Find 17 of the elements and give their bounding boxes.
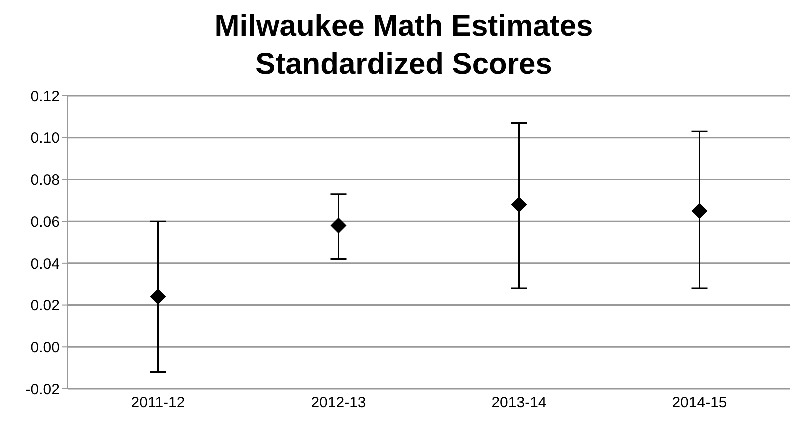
x-tick-label: 2014-15 — [672, 394, 728, 412]
x-tick-label: 2012-13 — [311, 394, 366, 412]
y-tick-label: 0.08 — [30, 172, 60, 190]
chart-title: Milwaukee Math Estimates Standardized Scores — [214, 9, 594, 83]
point — [692, 203, 708, 220]
point — [330, 218, 347, 234]
y-tick-label: 0.06 — [30, 214, 60, 231]
x-tick-label: 2011-12 — [131, 394, 186, 412]
y-tick-label: 0.00 — [30, 339, 60, 356]
y-tick-label: 0.10 — [30, 130, 60, 148]
point — [511, 196, 528, 213]
x-tick-label: 2013-14 — [492, 394, 547, 412]
y-tick-label: 0.12 — [30, 88, 60, 106]
y-tick-label: 0.02 — [30, 298, 60, 315]
y-tick-label: 0.04 — [30, 256, 60, 273]
y-tick-label: -0.02 — [26, 381, 60, 398]
point — [150, 288, 166, 305]
